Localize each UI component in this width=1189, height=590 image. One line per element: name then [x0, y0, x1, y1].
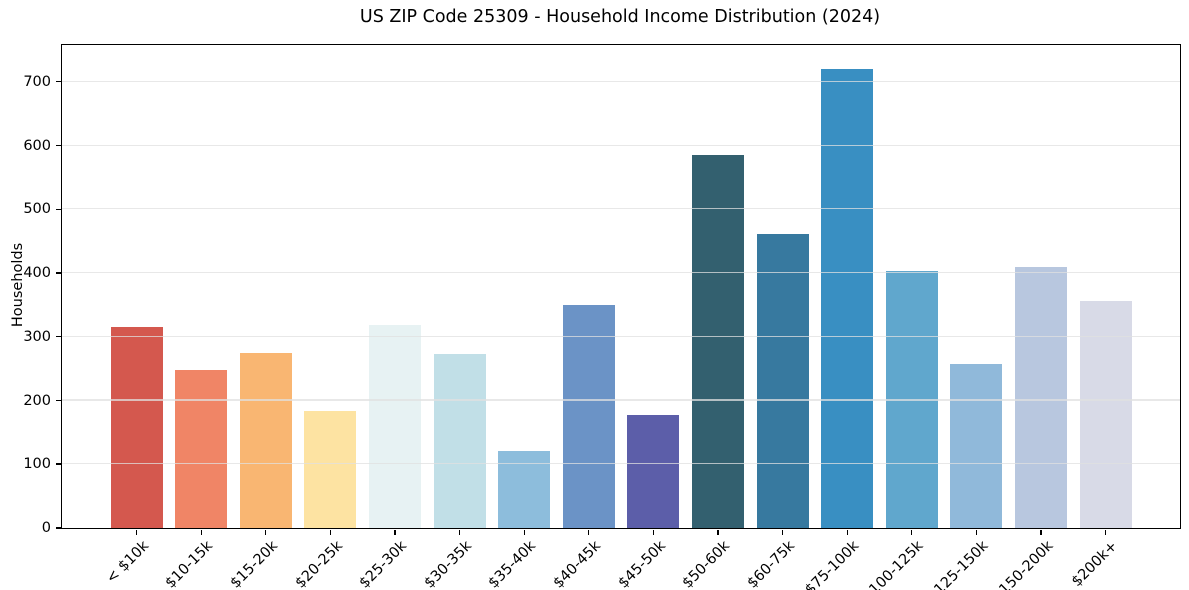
x-tick-label: $75-100k [802, 538, 863, 590]
bar-40-45k [562, 304, 615, 528]
gridline-y-400 [62, 271, 1180, 274]
x-tick-mark [200, 529, 202, 535]
gridline-y-200 [62, 399, 1180, 401]
y-tick-mark [55, 81, 61, 83]
gridline-y-700 [62, 80, 1180, 82]
x-tick-mark [136, 529, 138, 535]
bar-60-75k [756, 234, 809, 528]
x-tick-mark [911, 529, 913, 535]
gridline-y-100 [62, 463, 1180, 465]
y-tick-label: 300 [23, 328, 51, 345]
x-tick-label: $100-125k [860, 538, 928, 590]
y-tick-mark [55, 208, 61, 210]
x-tick-mark [459, 529, 461, 535]
x-tick-mark [588, 529, 590, 535]
x-tick-mark [329, 529, 332, 535]
y-tick-mark [55, 144, 61, 147]
bar-125-150k [950, 364, 1003, 528]
x-tick-mark [846, 529, 848, 535]
bar-200k [1079, 300, 1132, 528]
y-tick-mark [55, 272, 61, 274]
x-tick-mark [717, 529, 719, 535]
y-tick-mark [55, 336, 61, 338]
x-tick-label: $50-60k [679, 538, 734, 590]
x-tick-label: $30-35k [421, 538, 475, 590]
x-tick-label: $125-150k [924, 538, 992, 590]
y-tick-mark [55, 463, 61, 465]
bar-50-60k [691, 154, 744, 528]
x-tick-label: $25-30k [356, 538, 411, 590]
bar-150-200k [1014, 266, 1067, 528]
x-tick-label: $45-50k [615, 538, 669, 590]
x-tick-mark [265, 529, 267, 535]
x-tick-label: $35-40k [485, 538, 540, 590]
bar-10k [110, 326, 163, 528]
bar-20-25k [304, 410, 357, 528]
y-tick-label: 600 [23, 137, 51, 154]
y-tick-mark [55, 527, 61, 529]
x-tick-label: $20-25k [292, 538, 346, 590]
x-tick-label: $40-45k [550, 538, 605, 590]
x-tick-label: $200k+ [1068, 538, 1121, 590]
bar-45-50k [627, 414, 680, 528]
gridline-y-600 [62, 144, 1180, 146]
bar-10-15k [175, 369, 228, 528]
y-tick-mark [55, 399, 61, 402]
y-tick-label: 400 [23, 265, 51, 282]
chart-title: US ZIP Code 25309 - Household Income Dis… [359, 7, 881, 27]
bar-30-35k [433, 354, 486, 528]
x-tick-label: < $10k [103, 538, 152, 587]
x-tick-mark [652, 529, 655, 535]
y-tick-label: 700 [23, 73, 51, 90]
x-tick-mark [523, 529, 525, 535]
y-tick-label: 500 [23, 201, 51, 218]
x-tick-label: $150-200k [989, 538, 1057, 590]
x-tick-mark [782, 529, 784, 535]
gridline-y-300 [62, 335, 1180, 337]
x-tick-mark [1040, 529, 1042, 535]
y-tick-label: 200 [23, 392, 51, 409]
y-tick-label: 100 [23, 456, 51, 473]
plot-inner: 0 100 200 300 400 500 600 700 < $10k $10-15k $15-2… [23, 45, 1180, 590]
plot-area: 0 100 200 300 400 500 600 700 < $10k $10-15k $15-2… [23, 44, 1181, 590]
x-tick-label: $60-75k [744, 538, 798, 590]
x-tick-mark [975, 529, 978, 535]
x-tick-mark [1105, 529, 1107, 535]
x-tick-label: $10-15k [162, 538, 217, 590]
bar-25-30k [368, 325, 421, 528]
gridline-y-500 [62, 208, 1180, 210]
bar-75-100k [821, 69, 874, 528]
y-axis-label-text: Households [10, 242, 26, 328]
x-tick-mark [394, 529, 396, 535]
x-tick-label: $15-20k [227, 538, 282, 590]
bar-15-20k [239, 352, 292, 528]
y-tick-label: 0 [41, 520, 51, 536]
